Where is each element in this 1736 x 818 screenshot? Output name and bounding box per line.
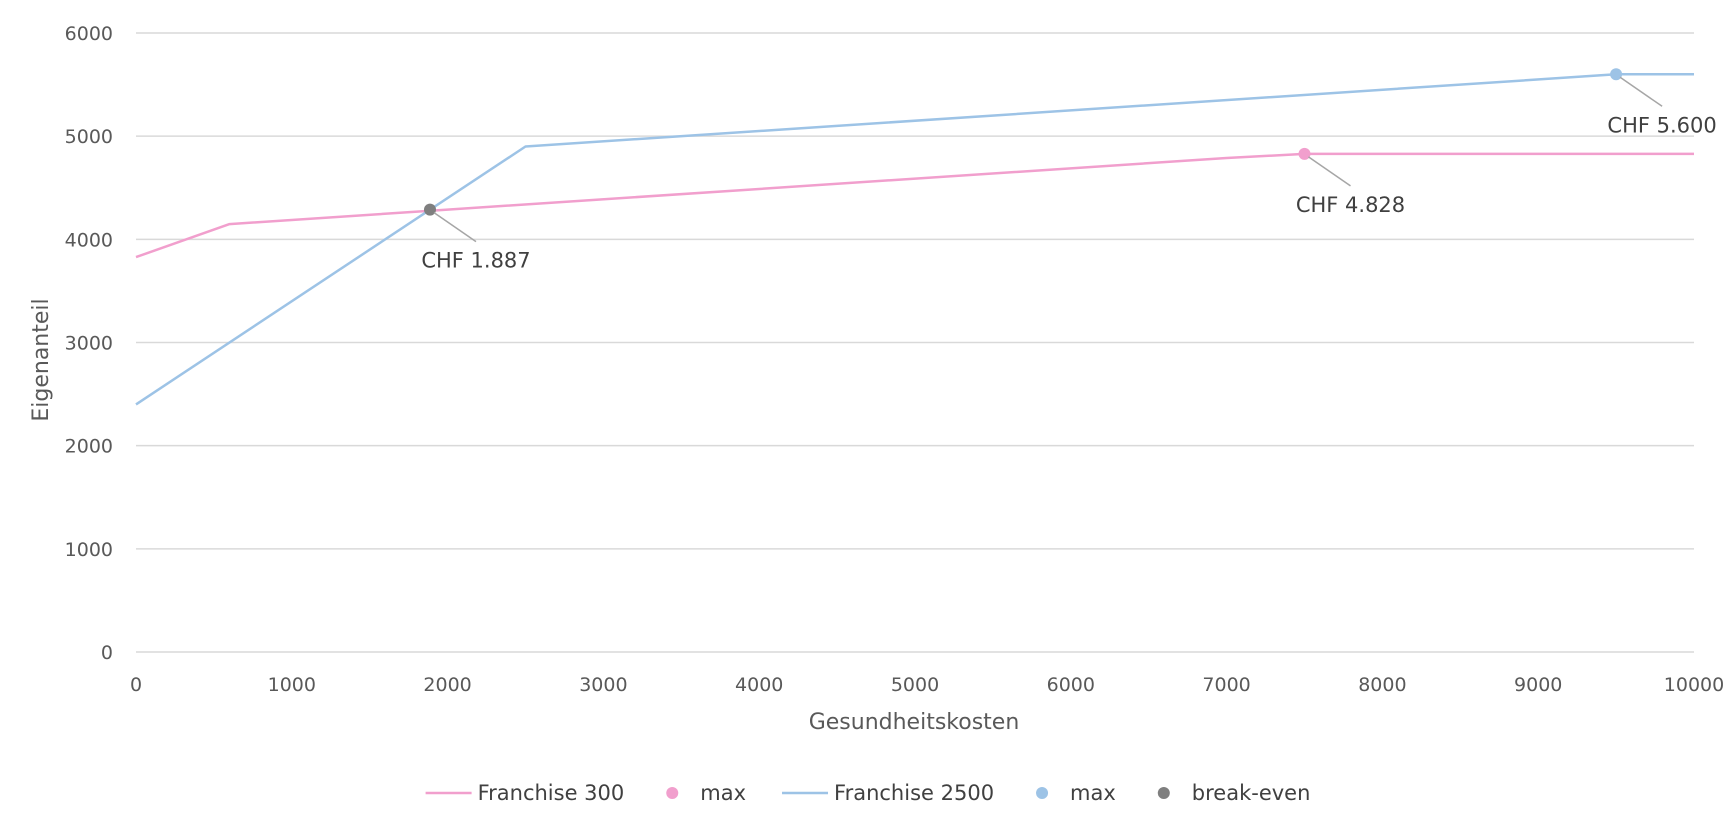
legend-label: Franchise 300 [478,781,625,805]
legend-item: Franchise 2500 [782,781,994,805]
legend-label: max [700,781,746,805]
annotation-leader [1308,156,1351,187]
legend: Franchise 300 max Franchise 2500 max break-e… [425,781,1311,805]
x-tick-label: 10000 [1664,674,1724,696]
y-tick-label: 5000 [65,126,113,148]
x-axis-ticks: 0 1000 2000 3000 4000 5000 6000 7000 8000 9000 100… [130,674,1724,696]
x-tick-label: 3000 [579,674,627,696]
gridlines [136,32,1694,653]
x-tick-label: 8000 [1358,674,1406,696]
x-axis-title: Gesundheitskosten [809,710,1020,735]
x-tick-label: 7000 [1202,674,1250,696]
annotation-leader [433,212,477,243]
x-tick-label: 2000 [423,674,471,696]
y-axis-title: Eigenanteil [29,298,54,421]
y-tick-label: 4000 [65,229,113,251]
legend-label: Franchise 2500 [834,781,994,805]
x-tick-label: 6000 [1047,674,1095,696]
legend-dot-swatch [666,787,679,799]
y-axis-ticks: 0 1000 2000 3000 4000 5000 6000 [65,23,113,664]
annotation-label: CHF 1.887 [421,249,530,273]
legend-label: break-even [1192,781,1311,805]
y-tick-label: 1000 [65,539,113,561]
y-tick-label: 2000 [65,436,113,458]
marker-point [1610,68,1623,81]
annotation-label: CHF 5.600 [1607,113,1716,137]
legend-dot-swatch [1157,787,1170,799]
y-tick-label: 6000 [65,23,113,45]
x-tick-label: 4000 [735,674,783,696]
legend-item: max [666,781,746,805]
legend-label: max [1070,781,1116,805]
marker-point [423,203,436,216]
series-layer [135,68,1694,406]
marker-point [1298,147,1311,160]
series-line-franchise-300 [135,152,1694,259]
series-line-franchise-2500 [135,73,1694,406]
legend-item: Franchise 300 [425,781,625,805]
x-tick-label: 0 [130,674,142,696]
legend-item: max [1036,781,1116,805]
legend-dot-swatch [1036,787,1049,799]
annotations-layer: CHF 1.887 CHF 4.828 CHF 5.600 [421,76,1717,273]
annotation-label: CHF 4.828 [1296,193,1405,217]
x-tick-label: 1000 [268,674,316,696]
x-tick-label: 5000 [891,674,939,696]
y-tick-label: 3000 [65,333,113,355]
annotation-leader [1619,76,1663,107]
x-tick-label: 9000 [1514,674,1562,696]
y-tick-label: 0 [101,642,113,664]
legend-item: break-even [1157,781,1311,805]
